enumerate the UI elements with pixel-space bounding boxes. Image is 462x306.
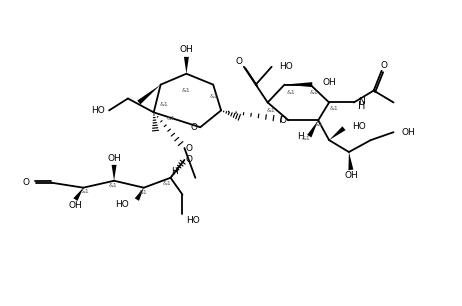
Polygon shape — [329, 126, 346, 140]
Text: &1: &1 — [287, 90, 296, 95]
Text: &1: &1 — [210, 94, 219, 99]
Text: OH: OH — [107, 155, 121, 163]
Text: OH: OH — [401, 128, 415, 137]
Text: HO: HO — [186, 216, 200, 225]
Text: H: H — [171, 167, 178, 176]
Text: &1: &1 — [182, 88, 191, 93]
Text: O: O — [186, 144, 193, 153]
Text: O: O — [23, 178, 30, 187]
Text: O: O — [191, 123, 198, 132]
Polygon shape — [135, 188, 144, 201]
Text: OH: OH — [180, 46, 193, 54]
Polygon shape — [137, 85, 161, 104]
Text: HO: HO — [352, 122, 365, 131]
Text: OH: OH — [322, 78, 336, 87]
Text: N: N — [358, 97, 365, 106]
Polygon shape — [112, 165, 116, 181]
Polygon shape — [307, 120, 318, 137]
Text: O: O — [380, 61, 387, 70]
Text: &1: &1 — [159, 102, 168, 107]
Text: &1: &1 — [302, 136, 310, 141]
Text: &1: &1 — [139, 190, 147, 195]
Polygon shape — [184, 57, 189, 74]
Text: &1: &1 — [166, 116, 175, 121]
Text: HO: HO — [115, 200, 129, 209]
Text: O: O — [186, 155, 193, 164]
Text: H: H — [358, 101, 365, 111]
Text: &1: &1 — [315, 122, 323, 127]
Polygon shape — [73, 188, 83, 201]
Polygon shape — [285, 82, 312, 87]
Polygon shape — [348, 152, 353, 170]
Text: OH: OH — [344, 171, 358, 180]
Text: &1: &1 — [162, 181, 171, 186]
Text: &1: &1 — [266, 108, 275, 113]
Text: O: O — [236, 57, 243, 66]
Text: H: H — [298, 132, 304, 141]
Text: &1: &1 — [310, 90, 319, 95]
Text: &1: &1 — [330, 106, 339, 111]
Text: OH: OH — [68, 201, 82, 210]
Text: O: O — [279, 116, 286, 125]
Text: &1: &1 — [109, 183, 117, 188]
Text: &1: &1 — [81, 189, 90, 194]
Text: HO: HO — [280, 62, 293, 71]
Text: HO: HO — [91, 106, 105, 115]
